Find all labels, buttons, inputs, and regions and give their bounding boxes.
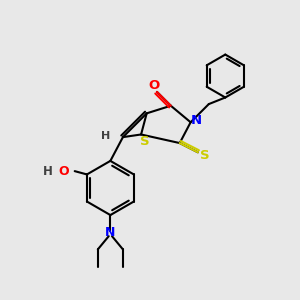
Text: O: O (148, 80, 159, 92)
Text: S: S (140, 135, 149, 148)
Text: O: O (58, 165, 69, 178)
Text: N: N (105, 226, 116, 239)
Text: H: H (43, 165, 53, 178)
Text: N: N (191, 114, 202, 127)
Text: H: H (101, 131, 110, 142)
Text: S: S (200, 149, 209, 162)
